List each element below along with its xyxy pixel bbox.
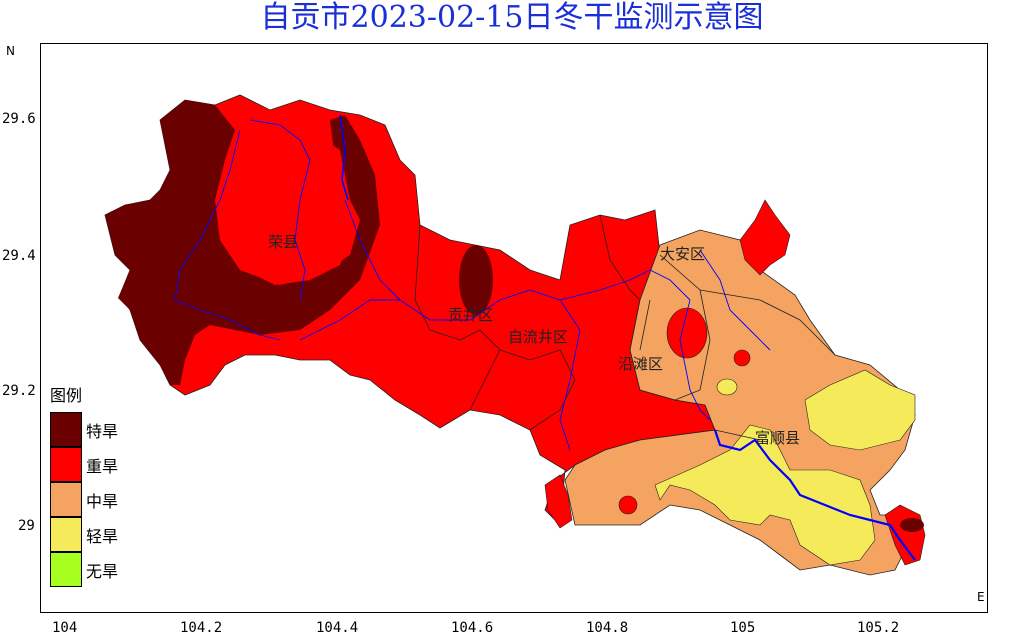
severe-daan-north bbox=[739, 199, 791, 276]
severe-dot-1 bbox=[733, 349, 751, 367]
legend-item-mild: 轻旱 bbox=[50, 517, 118, 552]
legend-swatch-severe bbox=[50, 447, 82, 482]
river-main bbox=[713, 429, 916, 561]
county-boundary bbox=[414, 214, 836, 441]
map-title: 自贡市2023-02-15日冬干监测示意图 bbox=[260, 0, 764, 35]
lat-tick-29-6: 29.6 bbox=[2, 111, 36, 127]
lon-tick-105: 105 bbox=[730, 620, 756, 636]
legend-swatch-moderate bbox=[50, 482, 82, 517]
mild-dot bbox=[716, 378, 738, 396]
legend-label-extreme: 特旱 bbox=[86, 421, 119, 441]
legend-item-moderate: 中旱 bbox=[50, 482, 118, 517]
mild-patch-east bbox=[804, 369, 916, 451]
inner-severe-pocket bbox=[230, 140, 355, 285]
mild-patch-south bbox=[654, 424, 876, 566]
legend-swatch-mild bbox=[50, 517, 82, 552]
extreme-se-dot bbox=[900, 518, 924, 532]
legend-title: 图例 bbox=[50, 386, 83, 405]
lat-tick-29-2: 29.2 bbox=[2, 383, 36, 399]
map-frame bbox=[40, 43, 988, 613]
east-indicator: E bbox=[977, 590, 985, 604]
legend-label-mild: 轻旱 bbox=[86, 526, 119, 546]
lon-tick-105-2: 105.2 bbox=[857, 620, 900, 636]
region-label-daan: 大安区 bbox=[660, 245, 706, 263]
north-indicator: N bbox=[6, 44, 15, 58]
lon-tick-104-2: 104.2 bbox=[180, 620, 223, 636]
region-label-ziliujing: 自流井区 bbox=[508, 328, 569, 346]
legend-swatch-none bbox=[50, 552, 82, 587]
severe-sw-strip bbox=[544, 474, 573, 529]
lon-tick-104-6: 104.6 bbox=[451, 620, 494, 636]
legend: 图例 特旱 重旱 中旱 轻旱 无旱 bbox=[50, 382, 118, 587]
legend-item-none: 无旱 bbox=[50, 552, 118, 587]
region-severe-drought bbox=[104, 94, 716, 526]
extreme-blob-gongjing bbox=[459, 245, 493, 315]
region-label-yantan: 沿滩区 bbox=[618, 355, 664, 373]
legend-swatch-extreme bbox=[50, 412, 82, 447]
lon-tick-104-4: 104.4 bbox=[316, 620, 359, 636]
legend-item-extreme: 特旱 bbox=[50, 412, 118, 447]
severe-blob-yantan bbox=[666, 307, 708, 359]
region-label-gongjing: 贡井区 bbox=[448, 306, 494, 324]
legend-label-none: 无旱 bbox=[86, 561, 119, 581]
severe-dot-2 bbox=[618, 495, 638, 515]
legend-item-severe: 重旱 bbox=[50, 447, 118, 482]
legend-label-moderate: 中旱 bbox=[86, 491, 119, 511]
region-label-rongxian: 荣县 bbox=[268, 233, 299, 251]
region-extreme-drought bbox=[105, 100, 380, 385]
lon-tick-104: 104 bbox=[52, 620, 78, 636]
lat-tick-29-4: 29.4 bbox=[2, 248, 36, 264]
lat-tick-29: 29 bbox=[18, 518, 35, 534]
river-tributaries bbox=[174, 119, 771, 451]
river-north bbox=[339, 114, 349, 201]
region-label-fushun: 富顺县 bbox=[755, 429, 801, 447]
lon-tick-104-8: 104.8 bbox=[586, 620, 629, 636]
legend-label-severe: 重旱 bbox=[86, 456, 119, 476]
